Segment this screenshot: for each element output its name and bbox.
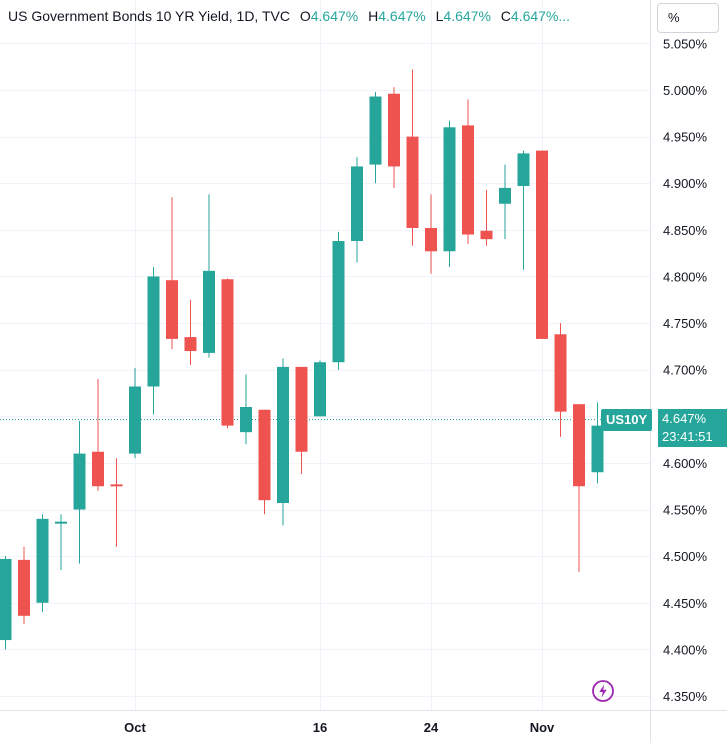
- symbol-tag: US10Y: [601, 409, 653, 431]
- candle-body: [147, 276, 160, 387]
- candle-body: [36, 518, 49, 603]
- candle-body: [129, 386, 141, 454]
- y-tick-label: 4.350%: [663, 689, 708, 704]
- candle-body: [443, 127, 456, 252]
- candle-body: [462, 125, 474, 235]
- candle-body: [55, 521, 67, 524]
- candle-body: [0, 558, 12, 641]
- candle-body: [480, 230, 493, 240]
- last-price-tag: 4.647% 23:41:51: [658, 409, 727, 447]
- legend-open-value: 4.647%: [310, 8, 359, 24]
- candle-body: [221, 279, 234, 426]
- candle-body: [110, 484, 123, 487]
- candle-body: [536, 150, 548, 339]
- candle-body: [351, 166, 363, 242]
- last-price-value: 4.647%: [662, 411, 707, 426]
- candle-body: [388, 93, 400, 167]
- y-tick-label: 4.750%: [663, 316, 708, 331]
- y-tick-label: 4.500%: [663, 549, 708, 564]
- legend-low-value: 4.647%: [443, 8, 491, 24]
- y-tick-label: 4.950%: [663, 130, 708, 145]
- x-tick-label: 24: [424, 720, 439, 735]
- candle-body: [406, 136, 419, 228]
- candle-body: [166, 280, 178, 339]
- countdown-value: 23:41:51: [662, 429, 713, 444]
- candle-body: [184, 337, 197, 352]
- candle-body: [314, 362, 326, 417]
- y-tick-label: 4.700%: [663, 363, 708, 378]
- y-tick-label: 4.550%: [663, 503, 708, 518]
- candle-body: [203, 270, 215, 353]
- y-tick-label: 5.050%: [663, 36, 708, 51]
- legend-symbol: US Government Bonds 10 YR Yield, 1D, TVC: [8, 8, 290, 24]
- y-tick-label: 4.800%: [663, 269, 708, 284]
- y-tick-label: 4.400%: [663, 642, 708, 657]
- candle-body: [295, 366, 308, 452]
- y-tick-label: 4.450%: [663, 596, 708, 611]
- legend-close-value: 4.647%...: [510, 8, 571, 24]
- candle-body: [258, 409, 271, 501]
- candle-body: [240, 406, 252, 433]
- candle-body: [425, 227, 437, 252]
- candle-body: [92, 451, 104, 487]
- candle-body: [573, 404, 585, 487]
- candle-body: [369, 96, 382, 165]
- candle-body: [73, 453, 86, 510]
- candle-body: [499, 187, 511, 204]
- legend-close-label: C: [500, 8, 511, 24]
- x-tick-label: Oct: [124, 720, 146, 735]
- legend-high-value: 4.647%: [378, 8, 426, 24]
- legend-open-label: O: [299, 8, 311, 24]
- candle-body: [18, 559, 30, 616]
- y-tick-label: 4.850%: [663, 223, 708, 238]
- y-tick-label: 5.000%: [663, 83, 708, 98]
- symbol-legend: US Government Bonds 10 YR Yield, 1D, TVC…: [8, 8, 570, 24]
- candle-body: [277, 366, 289, 504]
- legend-low-label: L: [435, 8, 444, 24]
- unit-selector[interactable]: %: [657, 3, 719, 33]
- candle-body: [332, 241, 345, 363]
- candle-body: [517, 153, 530, 187]
- candle-body: [554, 334, 567, 412]
- y-tick-label: 4.900%: [663, 176, 708, 191]
- x-tick-label: Nov: [530, 720, 555, 735]
- candle-body: [591, 425, 604, 473]
- lightning-icon[interactable]: [591, 679, 615, 703]
- y-tick-label: 4.600%: [663, 456, 708, 471]
- x-tick-label: 16: [313, 720, 327, 735]
- legend-high-label: H: [368, 8, 379, 24]
